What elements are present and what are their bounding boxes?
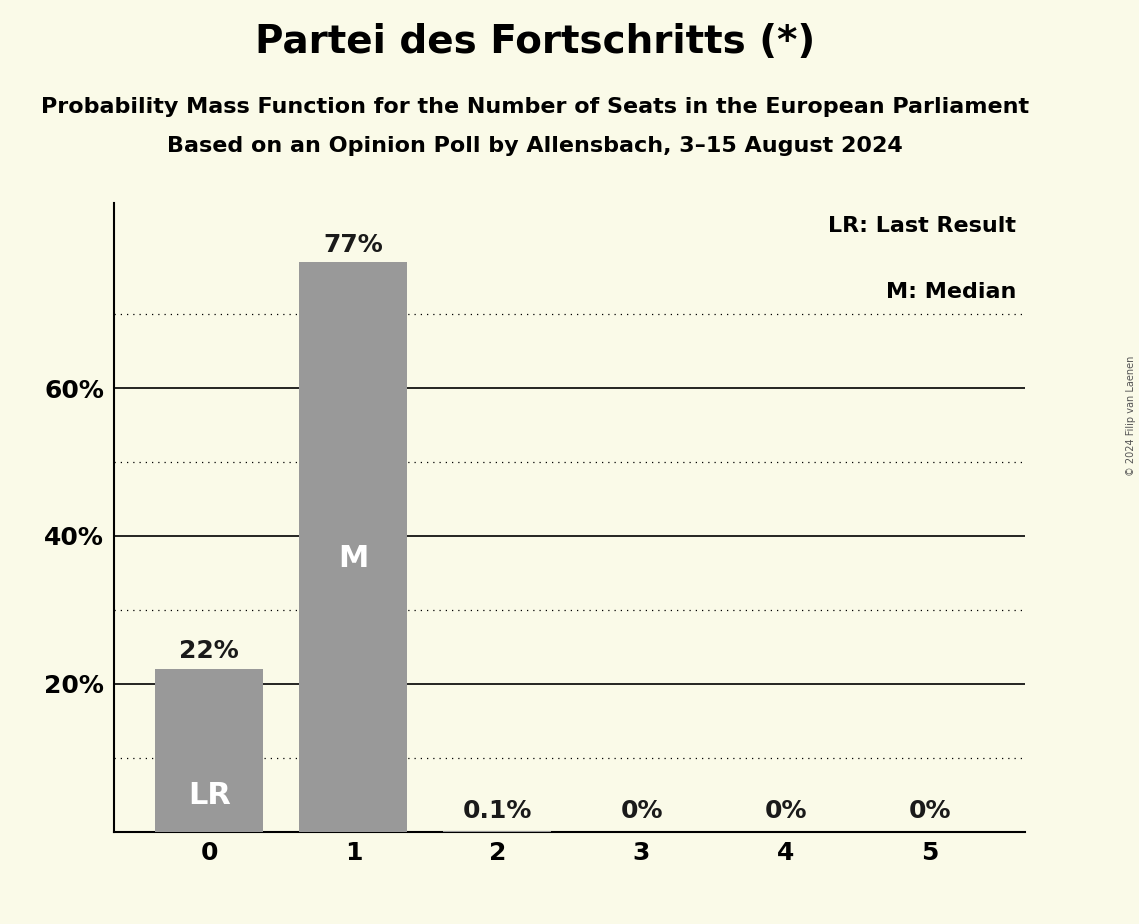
Text: LR: LR bbox=[188, 782, 231, 810]
Text: Partei des Fortschritts (*): Partei des Fortschritts (*) bbox=[255, 23, 816, 61]
Text: 77%: 77% bbox=[323, 233, 384, 257]
Text: Probability Mass Function for the Number of Seats in the European Parliament: Probability Mass Function for the Number… bbox=[41, 97, 1030, 117]
Text: 0%: 0% bbox=[909, 798, 951, 822]
Text: M: Median: M: Median bbox=[886, 282, 1016, 302]
Text: © 2024 Filip van Laenen: © 2024 Filip van Laenen bbox=[1126, 356, 1136, 476]
Bar bbox=[300, 262, 408, 832]
Text: Based on an Opinion Poll by Allensbach, 3–15 August 2024: Based on an Opinion Poll by Allensbach, … bbox=[167, 136, 903, 156]
Text: 0%: 0% bbox=[764, 798, 806, 822]
Text: 22%: 22% bbox=[180, 639, 239, 663]
Text: 0.1%: 0.1% bbox=[462, 798, 532, 822]
Bar bbox=[155, 669, 263, 832]
Text: M: M bbox=[338, 544, 369, 573]
Text: 0%: 0% bbox=[621, 798, 663, 822]
Text: LR: Last Result: LR: Last Result bbox=[828, 216, 1016, 236]
